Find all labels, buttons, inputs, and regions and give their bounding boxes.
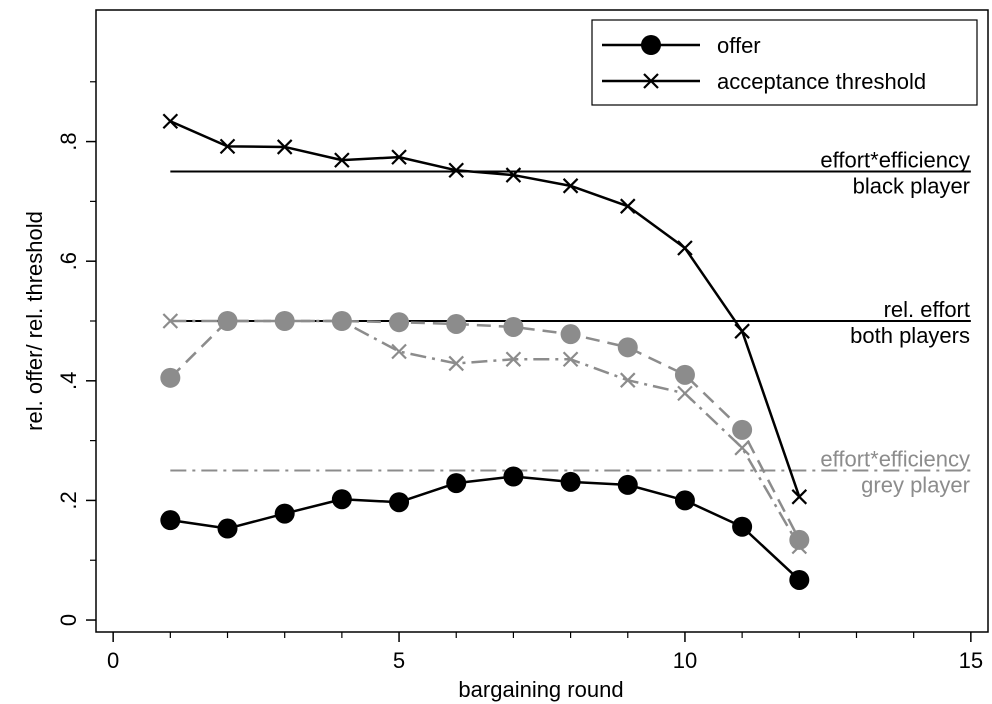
x-axis-title: bargaining round [458,677,623,702]
data-point [276,139,293,155]
data-point [276,313,293,329]
x-tick-label: 0 [107,648,119,673]
data-point [677,385,693,402]
data-point [789,529,810,550]
data-point [389,492,410,513]
reference-line-label: grey player [861,473,970,498]
data-point [677,240,693,256]
legend-offer-marker [641,35,661,55]
series-line [169,319,801,541]
data-point [217,518,238,539]
legend-threshold-marker [643,73,659,89]
data-point [334,313,350,329]
data-point [562,178,579,194]
data-point [562,351,579,368]
data-point [389,312,410,333]
data-point [446,473,467,494]
y-tick-label: .6 [56,252,81,270]
data-point [560,471,581,492]
data-point [505,351,522,368]
series-line [170,319,801,548]
data-point [789,569,810,590]
data-point [331,489,352,510]
reference-line-label: effort*efficiency [820,447,970,472]
legend: offer acceptance threshold [591,19,978,106]
data-point [617,474,638,495]
data-point [274,503,295,524]
data-point [732,516,753,537]
data-point [503,316,524,337]
legend-offer-label: offer [717,33,761,58]
data-point [674,490,695,511]
data-point [448,162,465,179]
data-point [734,323,750,339]
legend-box [591,19,978,106]
series-line [170,475,801,581]
data-point [734,440,750,456]
x-tick-label: 10 [673,648,697,673]
data-point [560,324,581,345]
data-point [160,510,181,531]
reference-line-label: both players [850,323,970,348]
data-point [219,313,236,329]
y-tick-label: .8 [56,132,81,150]
reference-line-label: effort*efficiency [820,147,970,172]
y-tick-label: .4 [56,372,81,390]
data-point [391,149,407,165]
data-point [162,313,179,329]
series-line [169,120,801,498]
data-point [162,113,179,130]
data-point [619,372,636,388]
data-point [446,313,467,334]
reference-line-label: rel. effort [884,297,970,322]
data-point [334,152,350,168]
x-tick-label: 15 [959,648,983,673]
data-point [503,466,524,487]
data-point [674,364,695,385]
data-point [619,198,636,214]
data-point [732,419,753,440]
y-axis-title: rel. offer/ rel. threshold [22,211,47,431]
y-axis: 0 .2 .4 .6 .8 [56,81,96,626]
data-point [219,138,236,155]
x-axis: 0 5 10 15 [107,632,983,673]
data-point [791,538,808,555]
data-point [617,337,638,358]
legend-threshold-label: acceptance threshold [717,69,926,94]
data-point [160,367,181,388]
data-point [448,355,465,372]
series-layer [160,113,810,590]
data-point [791,489,808,505]
y-tick-label: .2 [56,491,81,509]
data-point [505,167,522,183]
reference-line-label: black player [853,173,970,198]
data-point [391,343,407,360]
x-tick-label: 5 [393,648,405,673]
y-tick-label: 0 [56,614,81,626]
